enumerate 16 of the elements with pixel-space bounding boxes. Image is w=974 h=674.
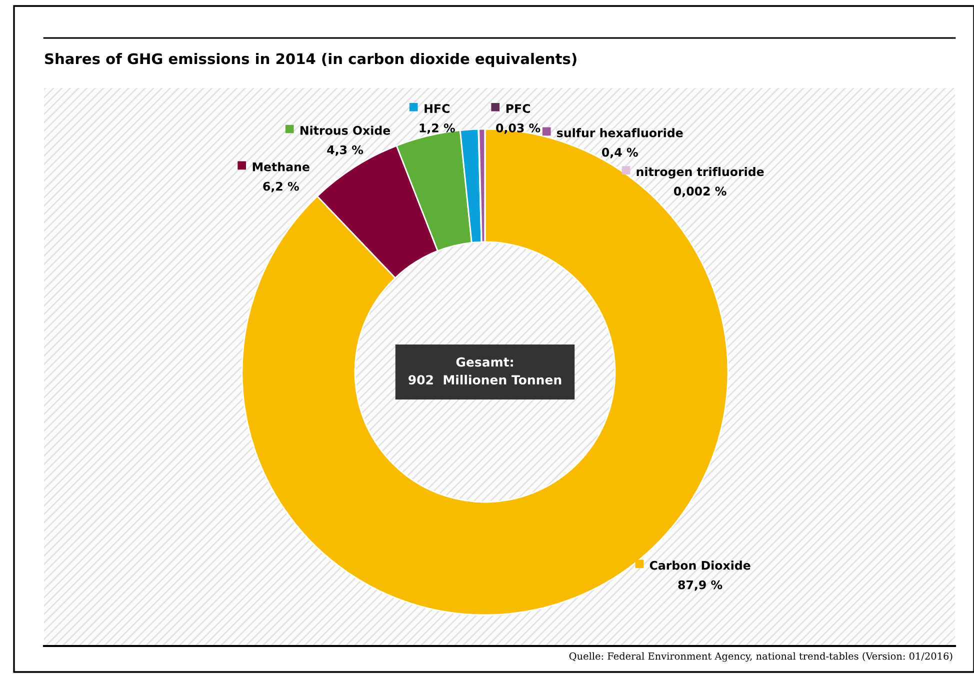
data-label: 0,4 %	[602, 148, 638, 158]
data-label: 6,2 %	[263, 182, 299, 192]
legend-label: HFC	[424, 104, 450, 113]
legend-label: nitrogen trifluoride	[636, 166, 764, 178]
legend-label: PFC	[506, 104, 530, 113]
data-label: 4,3 %	[327, 145, 364, 156]
data-label: 0,002 %	[674, 186, 726, 198]
legend-label: Carbon Dioxide	[650, 560, 750, 570]
legend-label: Methane	[252, 162, 310, 172]
data-label: 1,2 %	[420, 123, 455, 134]
legend-label: sulfur hexafluoride	[556, 128, 683, 138]
legend-label: Nitrous Oxide	[300, 126, 390, 135]
chart-title: Shares of GHG emissions in 2014 (in carbon dioxide equivalents)	[45, 52, 576, 68]
source-note: Quelle: Federal Environment Agency, national trend-tables (Version: 01/2016)	[569, 652, 952, 662]
text: Gesamt: 902 Millionen Tonnen	[408, 357, 562, 385]
data-label: 87,9 %	[678, 580, 722, 591]
